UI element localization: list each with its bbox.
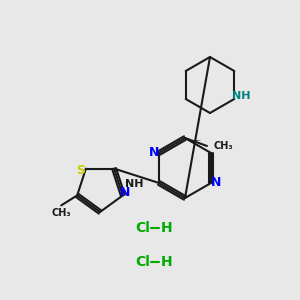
Text: N: N (211, 176, 221, 190)
Text: N: N (120, 186, 130, 199)
Text: CH₃: CH₃ (51, 208, 71, 218)
Text: H: H (161, 221, 173, 235)
Text: CH₃: CH₃ (213, 141, 233, 151)
Text: H: H (161, 255, 173, 269)
Text: Cl: Cl (136, 221, 150, 235)
Text: methyl: methyl (196, 140, 202, 141)
Text: NH: NH (232, 91, 250, 101)
Text: N: N (149, 146, 159, 160)
Text: NH: NH (125, 179, 144, 189)
Text: S: S (76, 164, 85, 177)
Text: Cl: Cl (136, 255, 150, 269)
